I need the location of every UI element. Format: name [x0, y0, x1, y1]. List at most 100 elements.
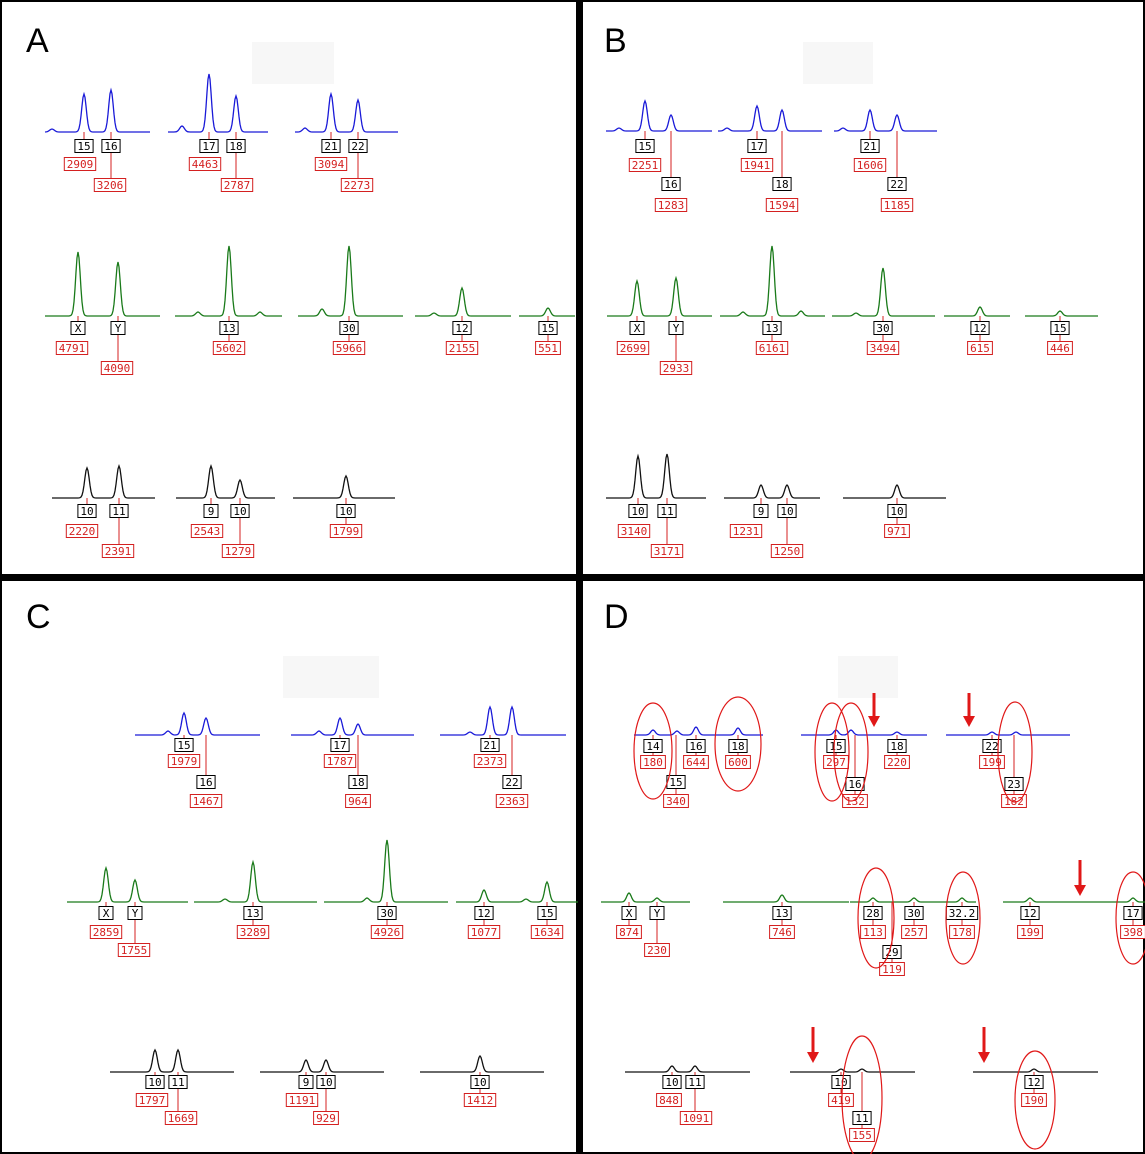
trace-line — [606, 99, 712, 132]
peak-height-box — [332, 341, 366, 355]
peak-height-value: 600 — [728, 756, 748, 769]
allele-label: 9 — [758, 505, 765, 518]
allele-label: 15 — [541, 322, 554, 335]
allele-label-box — [298, 1075, 314, 1089]
allele-label-box — [243, 906, 263, 920]
allele-label-box — [852, 1111, 872, 1125]
peak-height-box — [842, 794, 868, 808]
trace-line — [291, 716, 414, 736]
peak-height-value: 5602 — [216, 342, 243, 355]
trace-line — [176, 464, 275, 499]
peak-height-box — [285, 1093, 319, 1107]
peak-height-box — [535, 341, 561, 355]
allele-label: 11 — [688, 1076, 701, 1089]
allele-label-box — [982, 739, 1002, 753]
allele-label-box — [661, 177, 681, 191]
allele-label-box — [226, 139, 246, 153]
peak-height-box — [236, 925, 270, 939]
peak-height-value: 419 — [831, 1094, 851, 1107]
allele-label: 10 — [780, 505, 793, 518]
allele-label: 11 — [171, 1076, 184, 1089]
allele-label-box — [887, 739, 907, 753]
peak-height-value: 3494 — [870, 342, 897, 355]
allele-label-box — [1123, 906, 1143, 920]
highlight-ellipse — [814, 702, 850, 802]
allele-label: 13 — [222, 322, 235, 335]
peak-height-box — [220, 178, 254, 192]
trace-line — [519, 307, 575, 317]
highlight-ellipse — [857, 867, 895, 969]
peak-height-value: 2363 — [499, 795, 526, 808]
peak-height-value: 4463 — [192, 158, 219, 171]
allele-label: 13 — [775, 907, 788, 920]
peak-height-value: 1979 — [171, 755, 198, 768]
trace-line — [723, 894, 849, 903]
peak-height-box — [853, 158, 887, 172]
allele-label-box — [772, 177, 792, 191]
trace-line — [440, 705, 566, 736]
peak-height-box — [849, 1128, 875, 1142]
peak-height-value: 1283 — [658, 199, 685, 212]
allele-label: X — [75, 322, 82, 335]
peak-height-value: 1941 — [744, 159, 771, 172]
trace-line — [1025, 310, 1098, 317]
peak-height-box — [765, 198, 799, 212]
peak-height-box — [755, 341, 789, 355]
allele-label: Y — [654, 907, 661, 920]
allele-label-box — [635, 139, 655, 153]
allele-label: 16 — [689, 740, 702, 753]
peak-height-value: 644 — [686, 756, 706, 769]
allele-label-box — [538, 321, 558, 335]
peak-height-box — [63, 157, 97, 171]
trace-line — [790, 1068, 915, 1073]
peak-height-value: 2787 — [224, 179, 251, 192]
allele-label-box — [621, 906, 637, 920]
trace-line — [298, 245, 403, 317]
allele-label: 32.2 — [949, 907, 976, 920]
trace-line — [834, 108, 937, 132]
blank-patch — [283, 656, 379, 698]
allele-label-box — [831, 1075, 851, 1089]
allele-label: X — [626, 907, 633, 920]
allele-label-box — [336, 504, 356, 518]
allele-label-box — [109, 504, 129, 518]
panel-label-d: D — [604, 598, 629, 636]
red-arrow — [807, 1027, 819, 1063]
allele-label: 11 — [660, 505, 673, 518]
highlight-ellipse — [714, 696, 762, 792]
allele-label-box — [772, 906, 792, 920]
trace-line — [946, 731, 1070, 736]
peak-height-box — [770, 544, 804, 558]
peak-height-value: 1091 — [683, 1112, 710, 1125]
highlight-ellipse — [945, 871, 981, 965]
peak-height-value: 1077 — [471, 926, 498, 939]
peak-height-value: 3171 — [654, 545, 681, 558]
peak-height-value: 2699 — [620, 342, 647, 355]
allele-label-box — [777, 504, 797, 518]
allele-label-box — [474, 906, 494, 920]
peak-height-box — [901, 925, 927, 939]
allele-label-box — [77, 504, 97, 518]
trace-line — [52, 464, 155, 499]
peak-height-value: 1412 — [467, 1094, 494, 1107]
trace-line — [456, 880, 578, 903]
allele-label: 17 — [333, 739, 346, 752]
peak-height-box — [628, 158, 662, 172]
peak-height-value: 180 — [643, 756, 663, 769]
annotation-layer — [633, 693, 1145, 1154]
peak-height-value: 1606 — [857, 159, 884, 172]
allele-label: 9 — [303, 1076, 310, 1089]
allele-label: 21 — [863, 140, 876, 153]
allele-label: X — [103, 907, 110, 920]
peak-height-box — [370, 925, 404, 939]
peak-height-box — [866, 341, 900, 355]
allele-label-box — [887, 504, 907, 518]
allele-label-box — [1024, 1075, 1044, 1089]
peak-height-box — [101, 544, 135, 558]
trace-line — [324, 839, 448, 903]
peak-height-value: 2373 — [477, 755, 504, 768]
peak-height-box — [884, 755, 910, 769]
peak-height-box — [659, 361, 693, 375]
peak-height-value: 2155 — [449, 342, 476, 355]
peak-height-box — [949, 925, 975, 939]
